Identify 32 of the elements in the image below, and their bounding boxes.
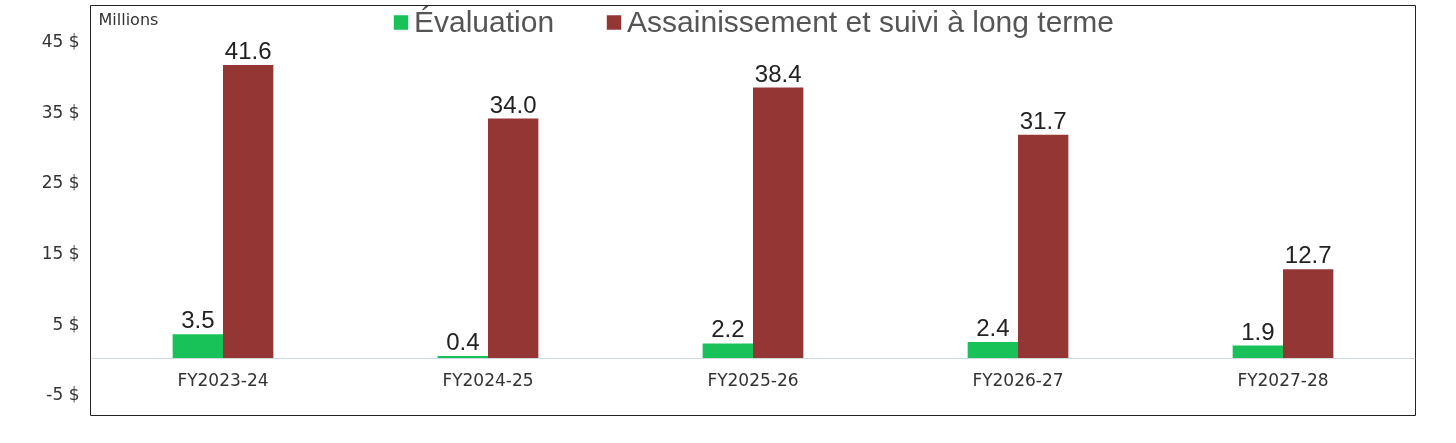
data-label: 34.0 — [489, 90, 537, 118]
data-label: 0.4 — [446, 328, 480, 356]
bar — [702, 343, 753, 359]
legend-label: Évaluation — [414, 5, 555, 39]
data-label: 2.4 — [976, 313, 1010, 341]
x-tick-label: FY2023-24 — [177, 369, 269, 390]
data-label: 31.7 — [1019, 106, 1067, 134]
data-label: 12.7 — [1284, 241, 1332, 269]
bar — [967, 341, 1018, 359]
y-tick-label: 45 $ — [41, 30, 80, 51]
bar — [1018, 134, 1069, 359]
bar — [488, 118, 539, 359]
y-tick-label: 35 $ — [41, 101, 80, 122]
bar — [223, 64, 274, 359]
bar — [1283, 269, 1334, 359]
data-label: 2.2 — [711, 315, 745, 343]
x-tick-label: FY2024-25 — [442, 369, 534, 390]
bar — [753, 87, 804, 359]
y-tick-label: 25 $ — [41, 172, 80, 193]
data-label: 41.6 — [224, 36, 272, 64]
data-label: 3.5 — [181, 306, 215, 334]
bar — [172, 334, 223, 359]
x-tick-label: FY2025-26 — [707, 369, 799, 390]
data-label: 38.4 — [754, 59, 802, 87]
data-label: 1.9 — [1241, 317, 1275, 345]
x-tick-label: FY2026-27 — [972, 369, 1064, 390]
y-tick-label: -5 $ — [46, 384, 80, 405]
legend-label: Assainissement et suivi à long terme — [627, 5, 1114, 39]
y-axis-title: Millions — [98, 9, 159, 29]
y-tick-label: 5 $ — [52, 313, 80, 334]
x-tick-label: FY2027-28 — [1237, 369, 1329, 390]
y-tick-label: 15 $ — [41, 242, 80, 263]
